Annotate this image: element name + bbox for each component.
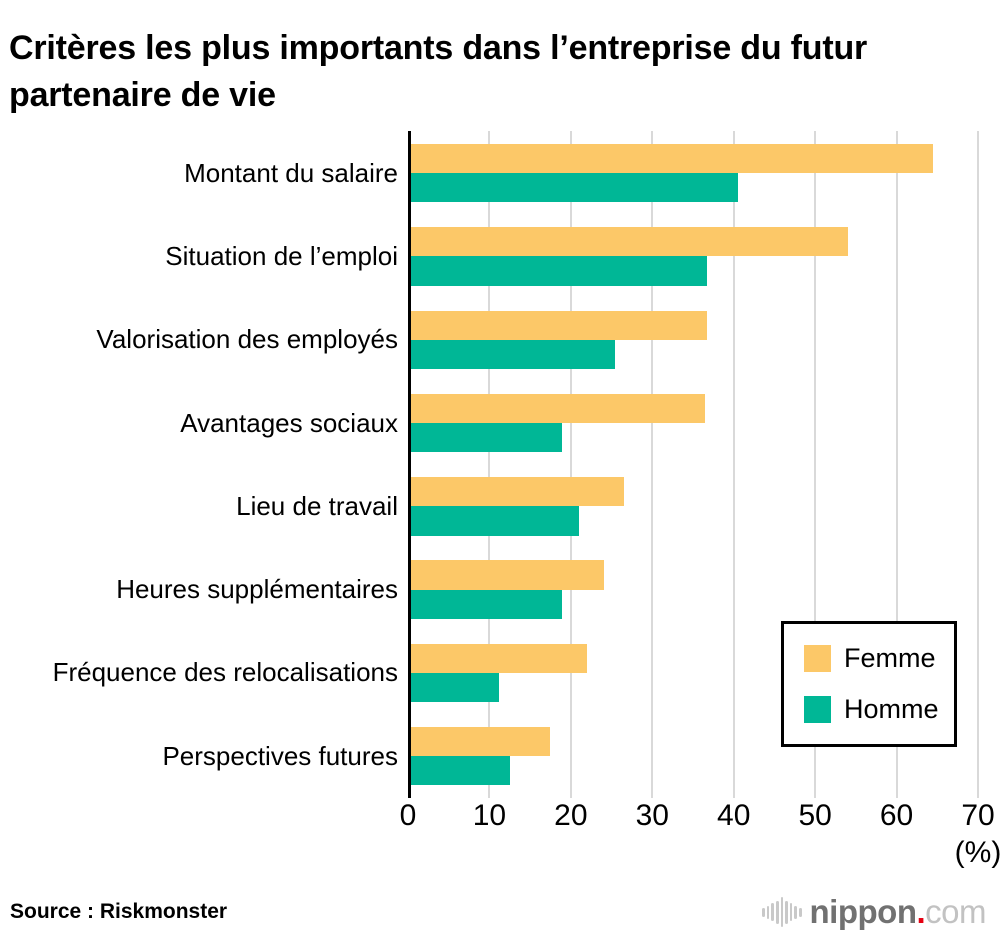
legend-box: Femme Homme (781, 621, 957, 747)
x-tick-label: 20 (554, 799, 588, 832)
category-group: Situation de l’emploi (0, 227, 1000, 310)
category-label: Fréquence des relocalisations (52, 657, 398, 688)
nippon-logo-text: nippon.com (809, 893, 987, 930)
bar-homme (411, 256, 708, 286)
category-group: Montant du salaire (0, 144, 1000, 227)
x-tick-label: 0 (399, 799, 417, 832)
category-label: Perspectives futures (162, 740, 398, 771)
plot-area (408, 131, 981, 798)
gridline (895, 131, 898, 798)
gridline (814, 131, 817, 798)
bar-groups: Montant du salaire Situation de l’emploi V… (0, 144, 1000, 810)
category-group: Lieu de travail (0, 477, 1000, 560)
bar-femme (411, 144, 933, 174)
bar-pair (411, 144, 933, 203)
x-tick-label: 40 (717, 799, 751, 832)
category-label: Heures supplémentaires (116, 574, 398, 605)
gridline (569, 131, 572, 798)
soundwave-icon (762, 895, 802, 929)
bar-pair (411, 227, 849, 286)
chart-title: Critères les plus importants dans l’entr… (9, 28, 868, 114)
legend-label: Femme (844, 643, 936, 674)
nippon-logo: nippon.com (762, 893, 986, 931)
bar-homme (411, 173, 738, 203)
category-group: Valorisation des employés (0, 310, 1000, 394)
category-group: Fréquence des relocalisations (0, 643, 1000, 727)
legend-entry: Femme (804, 643, 954, 674)
bar-homme (411, 339, 616, 369)
category-group: Avantages sociaux (0, 393, 1000, 477)
bar-femme (411, 393, 705, 424)
x-tick-label: 30 (635, 799, 669, 832)
category-label: Avantages sociaux (180, 407, 398, 438)
bar-pair (411, 393, 705, 453)
bar-homme (411, 589, 562, 619)
x-axis-unit-label: (%) (954, 836, 1000, 869)
category-label: Valorisation des employés (96, 324, 398, 355)
bar-homme (411, 756, 511, 786)
bar-femme (411, 643, 587, 673)
bar-pair (411, 560, 604, 619)
x-tick-label: 50 (798, 799, 832, 832)
gridline (732, 131, 735, 798)
bar-femme (411, 560, 604, 590)
x-tick-label: 10 (472, 799, 507, 832)
gridline (977, 131, 979, 798)
category-group: Heures supplémentaires (0, 560, 1000, 643)
category-label: Lieu de travail (236, 490, 398, 521)
bar-homme (411, 506, 579, 536)
bar-femme (411, 727, 551, 757)
x-tick-label: 70 (961, 799, 995, 832)
bar-femme (411, 227, 849, 257)
legend-label: Homme (844, 693, 939, 724)
x-axis-labels: 0 10 20 30 40 50 60 70 (%) (0, 799, 1000, 869)
legend-swatch-femme (804, 645, 831, 673)
category-label: Montant du salaire (184, 157, 398, 188)
bar-pair (411, 477, 625, 536)
logo-red-dot: . (916, 893, 926, 930)
gridline (651, 131, 654, 798)
source-credit: Source : Riskmonster (10, 900, 228, 923)
x-tick-label: 60 (879, 799, 914, 832)
bar-femme (411, 310, 708, 340)
bar-pair (411, 310, 708, 369)
category-group: Perspectives futures (0, 727, 1000, 810)
bar-femme (411, 477, 625, 507)
bar-homme (411, 423, 562, 453)
bar-pair (411, 727, 551, 786)
gridline (488, 131, 491, 798)
legend-entry: Homme (804, 694, 954, 725)
bar-homme (411, 672, 499, 703)
bar-pair (411, 643, 587, 703)
legend-swatch-homme (804, 695, 831, 723)
category-label: Situation de l’emploi (165, 240, 398, 271)
